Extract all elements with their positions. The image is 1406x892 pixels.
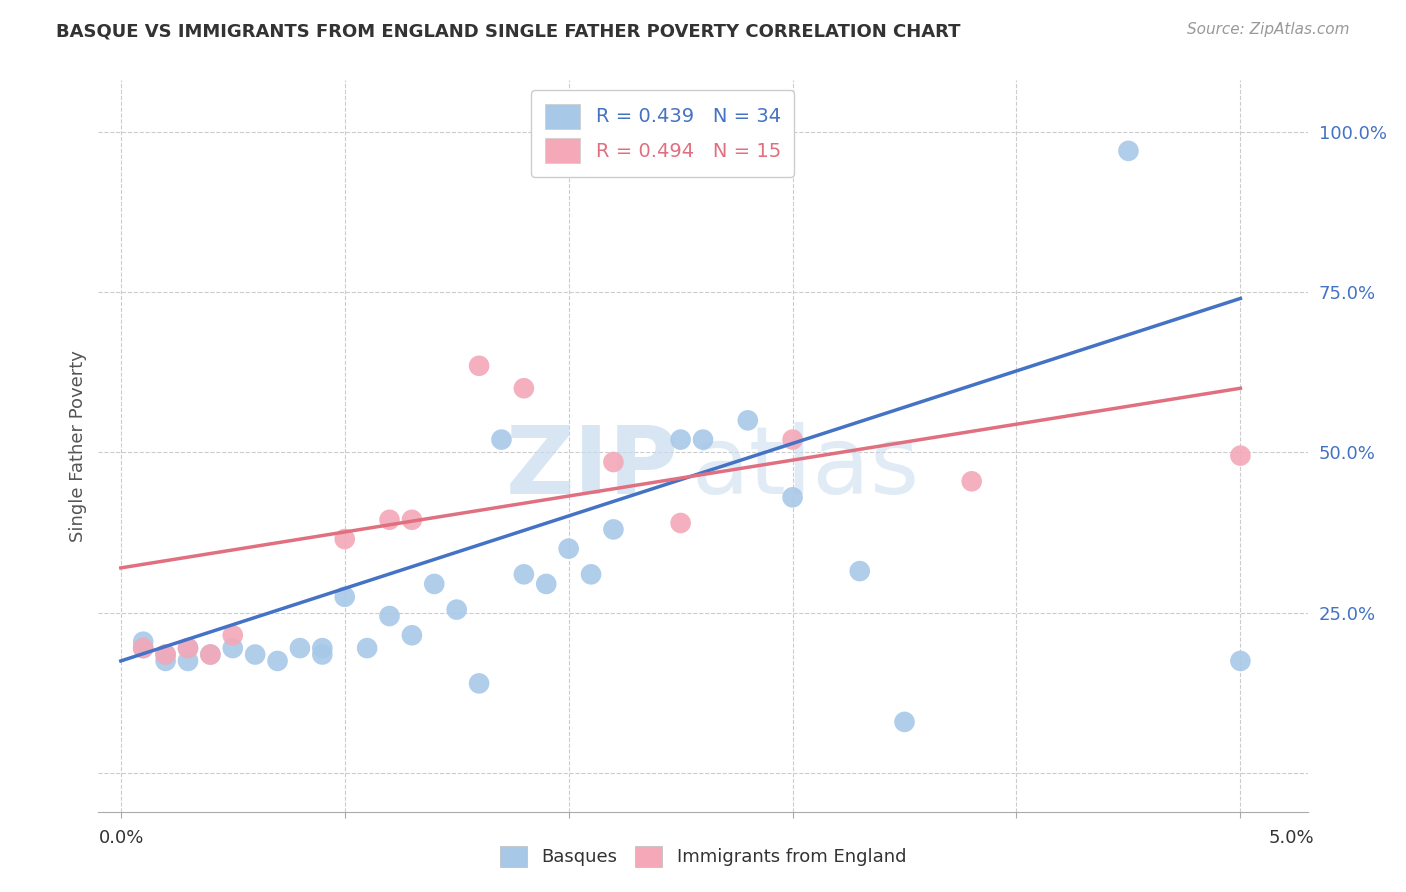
- Point: [155, 654, 177, 668]
- Point: [132, 641, 155, 656]
- Point: [288, 641, 311, 656]
- Text: Source: ZipAtlas.com: Source: ZipAtlas.com: [1187, 22, 1350, 37]
- Point: [177, 641, 200, 656]
- Point: [468, 359, 491, 373]
- Point: [848, 564, 870, 578]
- Point: [893, 714, 915, 729]
- Point: [669, 433, 692, 447]
- Point: [222, 641, 245, 656]
- Point: [1229, 654, 1251, 668]
- Point: [446, 602, 468, 616]
- Point: [557, 541, 579, 556]
- Point: [311, 648, 333, 662]
- Point: [1229, 449, 1251, 463]
- Point: [222, 628, 245, 642]
- Point: [692, 433, 714, 447]
- Text: 5.0%: 5.0%: [1270, 829, 1315, 847]
- Point: [401, 628, 423, 642]
- Text: ZIP: ZIP: [506, 422, 679, 514]
- Point: [311, 641, 333, 656]
- Point: [200, 648, 222, 662]
- Point: [155, 648, 177, 662]
- Point: [602, 455, 624, 469]
- Point: [356, 641, 378, 656]
- Point: [579, 567, 602, 582]
- Point: [737, 413, 759, 427]
- Point: [177, 654, 200, 668]
- Point: [513, 567, 536, 582]
- Point: [960, 475, 983, 489]
- Point: [378, 609, 401, 624]
- Text: atlas: atlas: [690, 422, 920, 514]
- Text: BASQUE VS IMMIGRANTS FROM ENGLAND SINGLE FATHER POVERTY CORRELATION CHART: BASQUE VS IMMIGRANTS FROM ENGLAND SINGLE…: [56, 22, 960, 40]
- Point: [333, 532, 356, 546]
- Point: [333, 590, 356, 604]
- Point: [177, 641, 200, 656]
- Legend: R = 0.439   N = 34, R = 0.494   N = 15: R = 0.439 N = 34, R = 0.494 N = 15: [531, 90, 794, 177]
- Point: [491, 433, 513, 447]
- Point: [468, 676, 491, 690]
- Point: [513, 381, 536, 395]
- Point: [132, 641, 155, 656]
- Point: [155, 648, 177, 662]
- Point: [243, 648, 266, 662]
- Point: [132, 634, 155, 648]
- Point: [401, 513, 423, 527]
- Point: [200, 648, 222, 662]
- Point: [602, 523, 624, 537]
- Point: [536, 577, 558, 591]
- Point: [782, 433, 804, 447]
- Point: [782, 491, 804, 505]
- Text: 0.0%: 0.0%: [98, 829, 143, 847]
- Point: [266, 654, 288, 668]
- Y-axis label: Single Father Poverty: Single Father Poverty: [69, 350, 87, 542]
- Point: [1118, 144, 1140, 158]
- Point: [669, 516, 692, 530]
- Point: [423, 577, 446, 591]
- Point: [378, 513, 401, 527]
- Legend: Basques, Immigrants from England: Basques, Immigrants from England: [492, 838, 914, 874]
